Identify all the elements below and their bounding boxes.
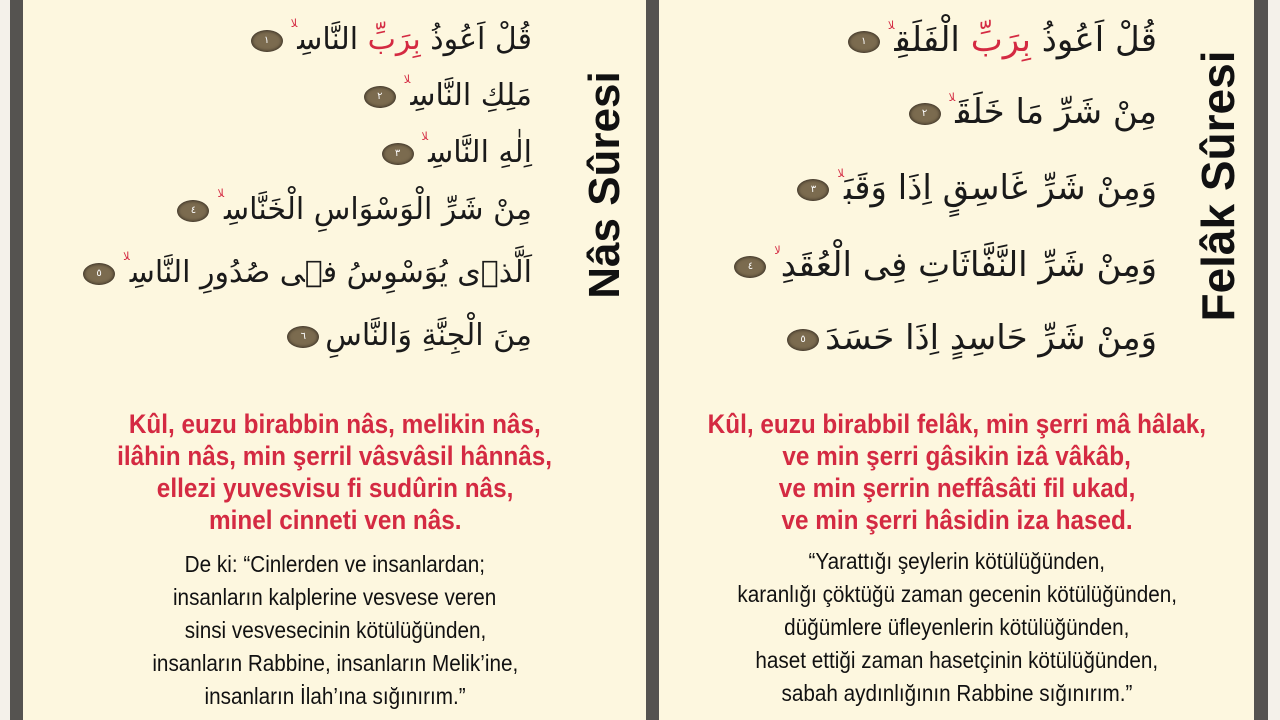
verse-text: اِلٰهِ النَّاسِ — [428, 135, 532, 170]
translit-line: minel cinneti ven nâs. — [208, 505, 462, 535]
meaning-line: haset ettiği zaman hasetçinin kötülüğünd… — [755, 647, 1159, 673]
meaning-line: “Yarattığı şeylerin kötülüğünden, — [808, 548, 1106, 574]
waqf-mark-icon: لا — [948, 91, 956, 104]
waqf-mark-icon: لا — [403, 73, 411, 86]
verse-text: مِنْ شَرِّ الْوَسْوَاسِ الْخَنَّاسِ — [224, 192, 532, 227]
verse-number-marker: ٣ — [381, 142, 414, 165]
arabic-verse: وَمِنْ شَرِّ غَاسِقٍ اِذَا وَقَبَلا ٣ — [797, 167, 1157, 208]
arabic-verse: قُلْ اَعُوذُ بِرَبِّ النَّاسِلا ١ — [250, 17, 532, 57]
nas-transliteration: Kûl, euzu birabbin nâs, melikin nâs, ilâ… — [40, 408, 630, 536]
right-border — [1254, 0, 1268, 720]
arabic-verse: قُلْ اَعُوذُ بِرَبِّ الْفَلَقِلا ١ — [847, 19, 1157, 60]
verse-text: مِنْ شَرِّ مَا خَلَقَ — [955, 92, 1157, 132]
nas-title: Nâs Sûresi — [580, 71, 629, 299]
waqf-mark-icon: لا — [290, 17, 298, 30]
arabic-verse: اِلٰهِ النَّاسِلا ٣ — [381, 130, 532, 170]
left-border — [10, 0, 23, 720]
felak-meaning: “Yarattığı şeylerin kötülüğünden, karanl… — [662, 545, 1252, 710]
verse-text-highlight: بِرَبِّ — [970, 20, 1031, 60]
arabic-verse: مِنَ الْجِنَّةِ وَالنَّاسِ٦ — [287, 318, 532, 353]
waqf-mark-icon: لا — [837, 167, 845, 180]
verse-number-marker: ٤ — [177, 199, 210, 222]
waqf-mark-icon: لا — [774, 244, 781, 257]
meaning-line: insanların İlah’ına sığınırım.” — [204, 683, 466, 709]
waqf-mark-icon: لا — [123, 250, 130, 263]
translit-line: ve min şerrin neffâsâti fil ukad, — [778, 473, 1136, 503]
meaning-line: insanların Rabbine, insanların Melik’ine… — [152, 650, 518, 676]
meaning-line: insanların kalplerine vesvese veren — [173, 584, 497, 610]
verse-text: النَّاسِ — [297, 22, 368, 57]
verse-number-marker: ٥ — [787, 328, 820, 351]
meaning-line: De ki: “Cinlerden ve insanlardan; — [184, 551, 486, 577]
verse-text: قُلْ اَعُوذُ — [420, 22, 532, 57]
translit-line: ve min şerri hâsidin iza hased. — [781, 505, 1133, 535]
verse-number-marker: ١ — [250, 29, 283, 52]
translit-line: ilâhin nâs, min şerril vâsvâsil hânnâs, — [117, 441, 553, 471]
verse-number-marker: ٥ — [83, 262, 116, 285]
arabic-verse: اَلَّذٖى يُوَسْوِسُ فٖى صُدُورِ النَّاسِ… — [83, 250, 532, 290]
waqf-mark-icon: لا — [421, 130, 429, 143]
arabic-verse: مِنْ شَرِّ الْوَسْوَاسِ الْخَنَّاسِلا ٤ — [177, 187, 532, 227]
verse-text: قُلْ اَعُوذُ — [1030, 20, 1157, 60]
translit-line: ve min şerri gâsikin izâ vâkâb, — [782, 441, 1132, 471]
felak-title: Felâk Sûresi — [1192, 50, 1244, 322]
meaning-line: sabah aydınlığının Rabbine sığınırım.” — [781, 680, 1133, 706]
arabic-verse: مِنْ شَرِّ مَا خَلَقَلا ٢ — [908, 91, 1157, 132]
arabic-verse: وَمِنْ شَرِّ حَاسِدٍ اِذَا حَسَدَ٥ — [787, 318, 1157, 358]
arabic-verse: وَمِنْ شَرِّ النَّفَّاثَاتِ فِى الْعُقَد… — [734, 244, 1157, 285]
right-edge — [1268, 0, 1280, 720]
nas-meaning: De ki: “Cinlerden ve insanlardan; insanl… — [40, 548, 630, 713]
verse-number-marker: ٦ — [287, 325, 320, 348]
verse-text: مِنَ الْجِنَّةِ وَالنَّاسِ — [325, 318, 532, 353]
verse-number-marker: ٣ — [797, 178, 830, 201]
verse-text: وَمِنْ شَرِّ غَاسِقٍ اِذَا وَقَبَ — [844, 168, 1157, 208]
verse-number-marker: ٢ — [363, 85, 396, 108]
verse-number-marker: ٤ — [734, 255, 767, 278]
arabic-verse: مَلِكِ النَّاسِلا ٢ — [363, 73, 532, 113]
waqf-mark-icon: لا — [887, 19, 895, 32]
verse-text: مَلِكِ النَّاسِ — [410, 78, 532, 113]
meaning-line: sinsi vesvesecinin kötülüğünden, — [184, 617, 486, 643]
verse-number-marker: ٢ — [908, 102, 941, 125]
verse-text: الْفَلَقِ — [894, 20, 971, 60]
meaning-line: düğümlere üfleyenlerin kötülüğünden, — [784, 614, 1130, 640]
verse-text: وَمِنْ شَرِّ حَاسِدٍ اِذَا حَسَدَ — [825, 318, 1157, 358]
translit-line: ellezi yuvesvisu fi sudûrin nâs, — [156, 473, 514, 503]
verse-text-highlight: بِرَبِّ — [367, 22, 421, 57]
translit-line: Kûl, euzu birabbil felâk, min şerri mâ h… — [707, 409, 1207, 439]
waqf-mark-icon: لا — [217, 187, 225, 200]
verse-number-marker: ١ — [847, 30, 880, 53]
left-edge — [0, 0, 10, 720]
verse-text: اَلَّذٖى يُوَسْوِسُ فٖى صُدُورِ النَّاسِ — [129, 255, 532, 290]
meaning-line: karanlığı çöktüğü zaman gecenin kötülüğü… — [737, 581, 1177, 607]
translit-line: Kûl, euzu birabbin nâs, melikin nâs, — [129, 409, 541, 439]
felak-transliteration: Kûl, euzu birabbil felâk, min şerri mâ h… — [662, 408, 1252, 536]
verse-text: وَمِنْ شَرِّ النَّفَّاثَاتِ فِى الْعُقَد… — [780, 245, 1157, 285]
middle-border — [646, 0, 659, 720]
